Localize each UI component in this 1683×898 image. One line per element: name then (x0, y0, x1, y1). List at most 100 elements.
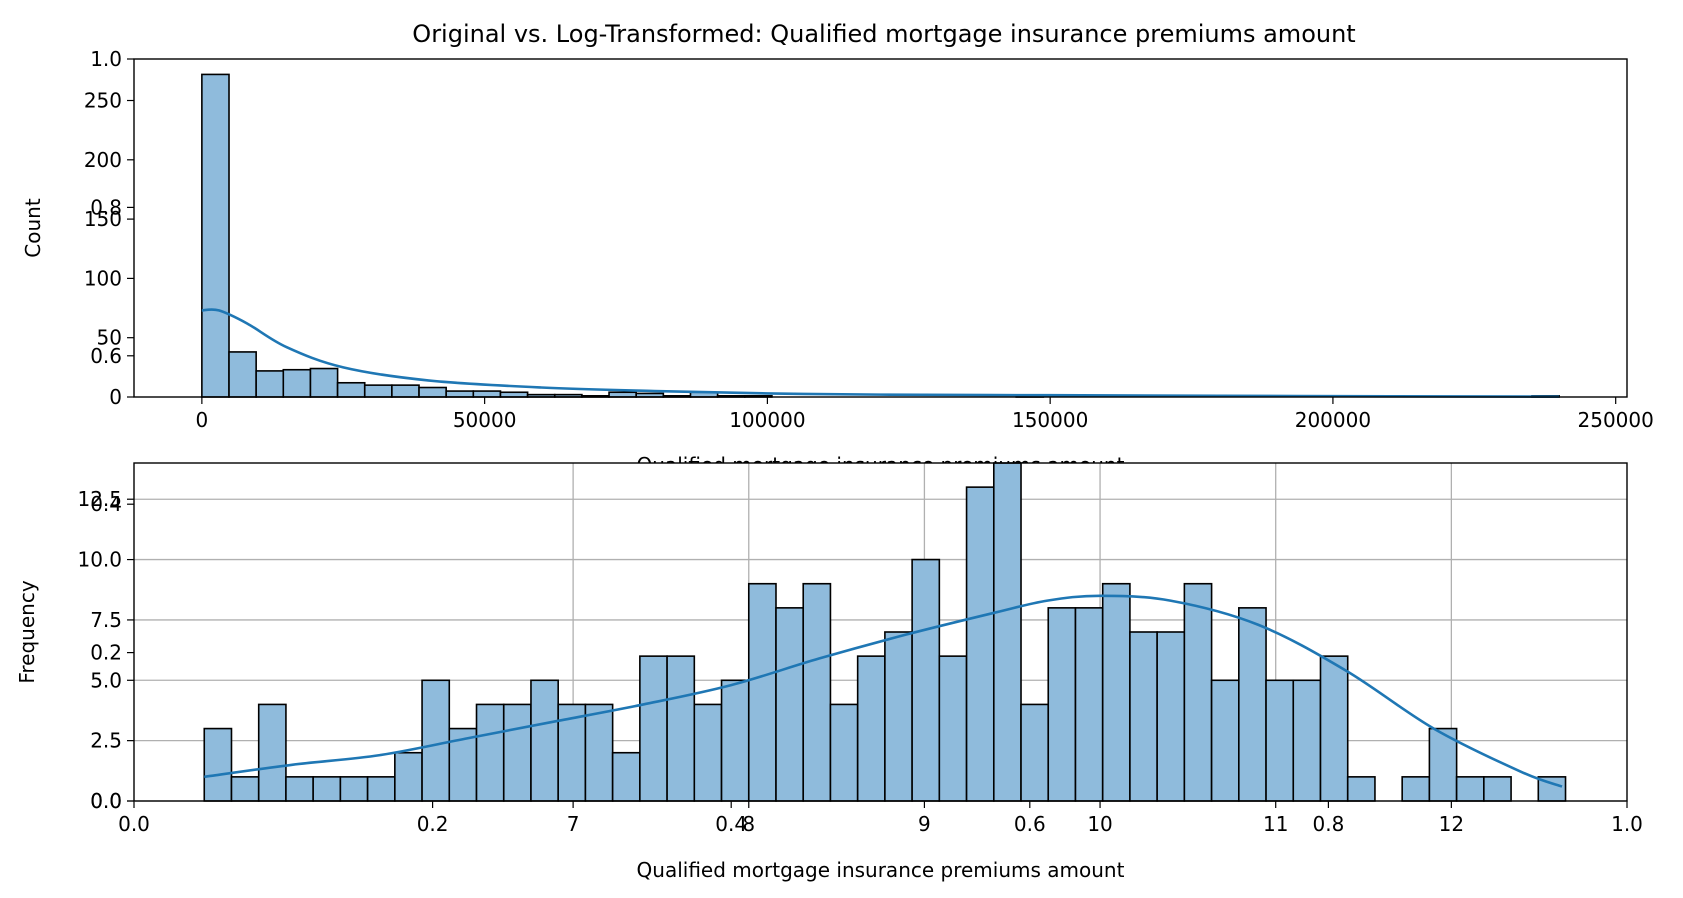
histogram-bar (472, 390, 502, 398)
histogram-bar (421, 679, 451, 802)
original-histogram-bars (201, 73, 1560, 398)
histogram-bar (608, 391, 637, 398)
histogram-bar (938, 655, 968, 802)
x-tick-label: 0 (195, 408, 208, 432)
y-tick-label: 100 (84, 266, 122, 290)
histogram-bar (1020, 703, 1050, 802)
histogram-bar (230, 776, 260, 802)
histogram-bar (1265, 679, 1295, 802)
histogram-bar (1156, 631, 1186, 802)
histogram-bar (1183, 582, 1213, 802)
ghost-y-tick-label: 0.8 (90, 195, 122, 219)
histogram-bar (530, 679, 559, 802)
original-x-axis: 0 50000 100000 150000 200000 250000 (195, 397, 1654, 432)
histogram-bar (965, 486, 995, 802)
histogram-bar (829, 703, 859, 802)
ghost-x-tick-label: 0.6 (1014, 812, 1046, 836)
histogram-bar (336, 381, 366, 398)
histogram-bar (255, 370, 285, 398)
log-x-axis-label: Qualified mortgage insurance premiums am… (637, 858, 1125, 882)
x-tick-label: 9 (918, 812, 931, 836)
histogram-bar (228, 351, 257, 398)
y-tick-label: 250 (84, 89, 122, 113)
log-x-axis: 7 8 9 10 11 12 (567, 801, 1464, 836)
ghost-y-tick-label: 0.6 (90, 344, 122, 368)
histogram-bar (1346, 776, 1376, 802)
histogram-bar (201, 73, 230, 398)
histogram-bar (1455, 776, 1485, 802)
y-tick-label: 2.5 (90, 729, 122, 753)
y-tick-label: 10.0 (77, 548, 122, 572)
ghost-x-tick-label: 0.8 (1312, 812, 1344, 836)
log-kde-line (204, 594, 1563, 788)
histogram-bar (1238, 607, 1267, 802)
histogram-bar (285, 776, 314, 802)
x-tick-label: 7 (567, 812, 580, 836)
histogram-bar (992, 462, 1022, 802)
x-tick-label: 250000 (1578, 408, 1654, 432)
histogram-bar (282, 368, 312, 398)
histogram-bar (257, 703, 287, 802)
original-kde-line (201, 308, 1560, 398)
figure-title: Original vs. Log-Transformed: Qualified … (412, 20, 1355, 48)
histogram-bar (775, 607, 805, 802)
histogram-bar (1047, 607, 1077, 802)
ghost-y-tick-label: 1.0 (90, 47, 122, 71)
histogram-bar (666, 655, 696, 802)
x-tick-label: 12 (1439, 812, 1464, 836)
background-axes: 0.0 0.2 0.4 0.6 0.8 1.0 0.0 0.2 0.4 0.6 0.8 1.0 (90, 47, 1643, 836)
histogram-bar (693, 703, 723, 802)
log-y-axis-label: Frequency (15, 580, 39, 683)
x-tick-label: 10 (1087, 812, 1112, 836)
histogram-bar (856, 655, 886, 802)
histogram-bar (911, 558, 941, 802)
histogram-bar (1428, 727, 1458, 802)
y-tick-label: 50 (97, 326, 122, 350)
histogram-bar (418, 386, 447, 398)
histogram-bar (309, 367, 339, 398)
log-y-axis: 0.0 2.5 5.0 7.5 10.0 12.5 (77, 487, 134, 813)
histogram-bar (1129, 631, 1158, 802)
histogram-bar (499, 391, 529, 398)
log-histogram-bars (203, 462, 1567, 802)
histogram-bar (747, 582, 777, 802)
histogram-bar (445, 390, 475, 398)
ghost-y-tick-label: 0.4 (90, 492, 122, 516)
y-tick-label: 0.0 (90, 789, 122, 813)
x-tick-label: 100000 (729, 408, 805, 432)
histogram-bar (502, 703, 532, 802)
histogram-bar (1074, 607, 1104, 802)
x-tick-label: 8 (742, 812, 755, 836)
x-tick-label: 200000 (1295, 408, 1371, 432)
histogram-bar (802, 582, 832, 802)
y-tick-label: 12.5 (77, 487, 122, 511)
x-tick-label: 11 (1263, 812, 1288, 836)
histogram-bar (1319, 655, 1349, 802)
ghost-x-tick-label: 1.0 (1611, 812, 1643, 836)
y-tick-label: 150 (84, 207, 122, 231)
original-y-axis-label: Count (21, 198, 45, 258)
histogram-bar (884, 631, 913, 802)
x-tick-label: 150000 (1012, 408, 1088, 432)
original-y-axis: 0 50 100 150 200 250 (84, 89, 134, 409)
y-tick-label: 7.5 (90, 608, 122, 632)
histogram-bar (339, 776, 369, 802)
histogram-bar (1401, 776, 1431, 802)
ghost-x-tick-label: 0.2 (417, 812, 449, 836)
y-tick-label: 5.0 (90, 668, 122, 692)
y-tick-label: 0 (109, 385, 122, 409)
ghost-y-tick-label: 0.0 (90, 789, 122, 813)
histogram-bar (1292, 679, 1322, 802)
ghost-y-tick-label: 0.2 (90, 641, 122, 665)
ghost-x-tick-label: 0.4 (715, 812, 747, 836)
histogram-bar (391, 384, 420, 398)
histogram-bar (1101, 582, 1131, 802)
ghost-x-tick-label: 0.0 (118, 812, 150, 836)
histogram-bar (584, 703, 614, 802)
original-histogram-plot: 0 50000 100000 150000 200000 250000 0 50 100 150… (21, 58, 1654, 477)
histogram-bar (639, 655, 668, 802)
histogram-bar (363, 384, 393, 398)
histogram-bar (1210, 679, 1240, 802)
x-tick-label: 50000 (453, 408, 517, 432)
